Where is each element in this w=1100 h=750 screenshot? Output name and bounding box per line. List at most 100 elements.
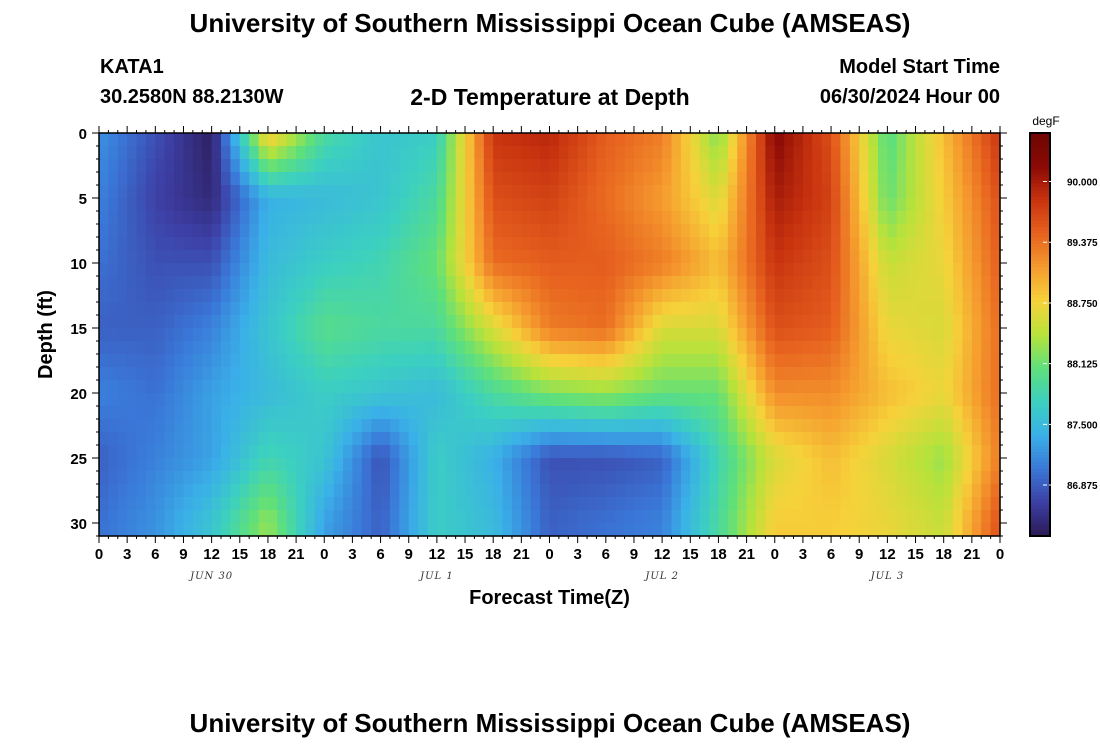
heatmap-cell — [727, 328, 738, 342]
heatmap-cell — [511, 133, 522, 147]
heatmap-cell — [258, 250, 269, 264]
heatmap-cell — [793, 432, 804, 446]
heatmap-cell — [605, 250, 616, 264]
heatmap-cell — [765, 354, 776, 368]
colorbar-tick-label: 87.500 — [1067, 420, 1098, 431]
heatmap-cell — [718, 419, 729, 433]
heatmap-cell — [352, 159, 363, 173]
heatmap-cell — [371, 198, 382, 212]
heatmap-cell — [145, 497, 156, 511]
heatmap-cell — [521, 393, 532, 407]
heatmap-cell — [971, 237, 982, 251]
day-label: JUL 2 — [643, 571, 679, 582]
heatmap-cell — [99, 198, 109, 212]
heatmap-cell — [868, 185, 879, 199]
heatmap-cell — [221, 510, 231, 524]
heatmap-cell — [971, 198, 982, 212]
heatmap-cell — [615, 393, 626, 407]
colorbar-segment — [1030, 243, 1050, 248]
heatmap-cell — [624, 523, 635, 537]
heatmap-cell — [887, 354, 898, 368]
heatmap-cell — [727, 289, 738, 303]
heatmap-cell — [277, 237, 288, 251]
heatmap-cell — [202, 237, 213, 251]
heatmap-cell — [680, 341, 691, 355]
heatmap-cell — [436, 393, 447, 407]
x-tick-label: 21 — [738, 546, 755, 563]
heatmap-cell — [399, 133, 410, 147]
heatmap-cell — [990, 185, 1001, 199]
heatmap-cell — [802, 497, 813, 511]
heatmap-cell — [145, 354, 156, 368]
heatmap-cell — [493, 393, 504, 407]
heatmap-cell — [333, 367, 344, 381]
colorbar-segment — [1030, 156, 1050, 161]
heatmap-cell — [577, 302, 588, 316]
heatmap-cell — [840, 159, 851, 173]
heatmap-cell — [211, 224, 222, 238]
heatmap-cell — [389, 185, 400, 199]
heatmap-cell — [352, 289, 363, 303]
heatmap-cell — [145, 159, 156, 173]
heatmap-cell — [324, 185, 335, 199]
heatmap-cell — [427, 380, 438, 394]
heatmap-cell — [793, 341, 804, 355]
heatmap-cell — [164, 523, 175, 537]
heatmap-cell — [108, 172, 119, 186]
heatmap-cell — [577, 263, 588, 277]
heatmap-cell — [408, 510, 419, 524]
heatmap-cell — [192, 237, 203, 251]
colorbar-segment — [1030, 247, 1050, 252]
heatmap-cell — [690, 523, 701, 537]
heatmap-cell — [474, 328, 485, 342]
heatmap-cell — [605, 224, 616, 238]
heatmap-cell — [343, 211, 354, 225]
heatmap-cell — [202, 211, 213, 225]
heatmap-cell — [267, 445, 278, 459]
heatmap-cell — [662, 302, 673, 316]
heatmap-cell — [596, 289, 607, 303]
heatmap-cell — [784, 172, 795, 186]
heatmap-cell — [211, 302, 222, 316]
heatmap-cell — [455, 224, 466, 238]
heatmap-cell — [831, 237, 842, 251]
heatmap-cell — [755, 302, 766, 316]
heatmap-cell — [971, 367, 982, 381]
heatmap-cell — [277, 250, 288, 264]
heatmap-cell — [324, 172, 335, 186]
heatmap-cell — [202, 250, 213, 264]
heatmap-cell — [671, 458, 682, 472]
x-tick-label: 6 — [602, 546, 610, 563]
heatmap-cell — [587, 159, 598, 173]
heatmap-cell — [446, 445, 457, 459]
heatmap-cell — [221, 289, 231, 303]
heatmap-cell — [371, 523, 382, 537]
x-tick-label: 15 — [231, 546, 248, 563]
heatmap-cell — [812, 198, 823, 212]
heatmap-cell — [333, 224, 344, 238]
heatmap-cell — [755, 146, 766, 160]
heatmap-cell — [802, 419, 813, 433]
heatmap-cell — [230, 224, 241, 238]
heatmap-cell — [624, 419, 635, 433]
heatmap-cell — [652, 328, 663, 342]
heatmap-cell — [99, 146, 109, 160]
heatmap-cell — [727, 250, 738, 264]
colorbar-segment — [1030, 227, 1050, 231]
heatmap-cell — [943, 432, 954, 446]
heatmap-cell — [727, 172, 738, 186]
heatmap-cell — [155, 315, 166, 329]
heatmap-cell — [849, 133, 860, 147]
heatmap-cell — [755, 159, 766, 173]
heatmap-cell — [934, 445, 945, 459]
heatmap-cell — [802, 458, 813, 472]
heatmap-cell — [765, 380, 776, 394]
heatmap-cell — [511, 471, 522, 485]
heatmap-cell — [399, 471, 410, 485]
heatmap-cell — [765, 146, 776, 160]
heatmap-cell — [540, 263, 551, 277]
heatmap-cell — [221, 328, 231, 342]
heatmap-cell — [755, 484, 766, 498]
heatmap-cell — [953, 510, 964, 524]
heatmap-cell — [455, 289, 466, 303]
